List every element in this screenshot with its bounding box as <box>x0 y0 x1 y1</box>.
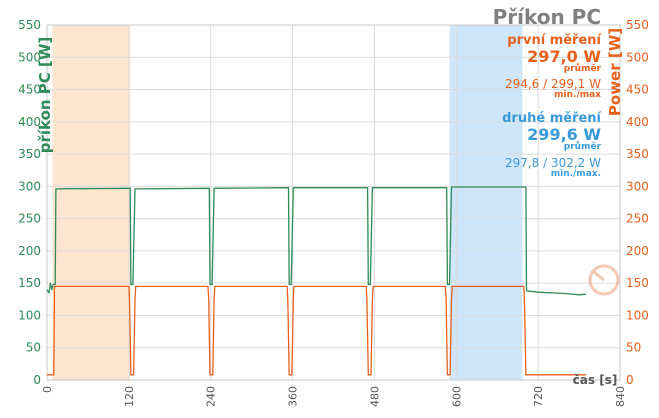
x-ticks: 0 120 240 360 480 600 720 840 <box>41 386 627 407</box>
x-tick-label: 240 <box>205 386 218 407</box>
second-minmax-value: 297,8 / 302,2 W <box>505 156 601 170</box>
left-y-tick-label: 500 <box>18 50 41 64</box>
right-axis-title: Power [W] <box>606 28 624 116</box>
second-measurement-value: 299,6 W <box>527 125 601 144</box>
highlight-regions <box>52 25 523 380</box>
x-tick-label: 480 <box>368 386 381 407</box>
right-y-tick-label: 450 <box>626 83 649 97</box>
x-tick-label: 360 <box>287 386 300 407</box>
first-measurement-title: první měření <box>507 33 602 48</box>
left-y-tick-label: 300 <box>18 179 41 193</box>
x-tick-label: 0 <box>41 386 54 393</box>
left-y-tick-label: 550 <box>18 18 41 32</box>
right-y-ticks: 0 50 100 150 200 250 300 350 400 450 500 550 <box>626 18 649 387</box>
left-y-tick-label: 200 <box>18 244 41 258</box>
chart-title: Příkon PC <box>493 5 601 29</box>
x-axis-title: čas [s] <box>573 373 618 387</box>
first-minmax-value: 294,6 / 299,1 W <box>505 77 601 91</box>
first-avg-label: průměr <box>564 63 602 74</box>
right-y-tick-label: 400 <box>626 115 649 129</box>
right-y-tick-label: 0 <box>626 373 634 387</box>
left-y-tick-label: 150 <box>18 276 41 290</box>
right-y-tick-label: 150 <box>626 276 649 290</box>
logo-needle <box>593 270 605 282</box>
plot-frame <box>46 24 621 381</box>
right-y-tick-label: 100 <box>626 308 649 322</box>
left-y-tick-label: 250 <box>18 212 41 226</box>
highlight-region-0 <box>52 25 131 380</box>
first-measurement-value: 297,0 W <box>527 47 601 66</box>
right-y-tick-label: 250 <box>626 212 649 226</box>
right-y-tick-label: 50 <box>626 341 641 355</box>
right-y-tick-label: 550 <box>626 18 649 32</box>
right-y-tick-label: 200 <box>626 244 649 258</box>
right-y-tick-label: 350 <box>626 147 649 161</box>
x-tick-label: 120 <box>123 386 136 407</box>
right-y-tick-label: 300 <box>626 179 649 193</box>
left-y-tick-label: 450 <box>18 83 41 97</box>
first-minmax-label: min./max <box>554 90 601 100</box>
series-group <box>46 186 586 376</box>
second-measurement-title: druhé měření <box>502 111 602 126</box>
left-y-tick-label: 400 <box>18 115 41 129</box>
highlight-region-1 <box>449 25 523 380</box>
series-line-0 <box>46 186 586 296</box>
second-minmax-label: min./max. <box>551 169 601 179</box>
left-y-tick-label: 0 <box>33 373 41 387</box>
left-y-tick-label: 350 <box>18 147 41 161</box>
second-avg-label: průměr <box>564 141 602 152</box>
x-tick-label: 720 <box>532 386 545 407</box>
left-y-tick-label: 50 <box>26 341 41 355</box>
x-tick-label: 840 <box>614 386 627 407</box>
left-axis-title: příkon PC [W] <box>36 37 54 154</box>
right-y-tick-label: 500 <box>626 50 649 64</box>
left-y-tick-label: 100 <box>18 308 41 322</box>
x-tick-label: 600 <box>450 386 463 407</box>
pctuning-logo <box>588 264 620 296</box>
left-y-ticks: 0 50 100 150 200 250 300 350 400 450 500 550 <box>18 18 41 387</box>
logo-ring <box>588 264 620 296</box>
series-line-1 <box>47 285 586 376</box>
